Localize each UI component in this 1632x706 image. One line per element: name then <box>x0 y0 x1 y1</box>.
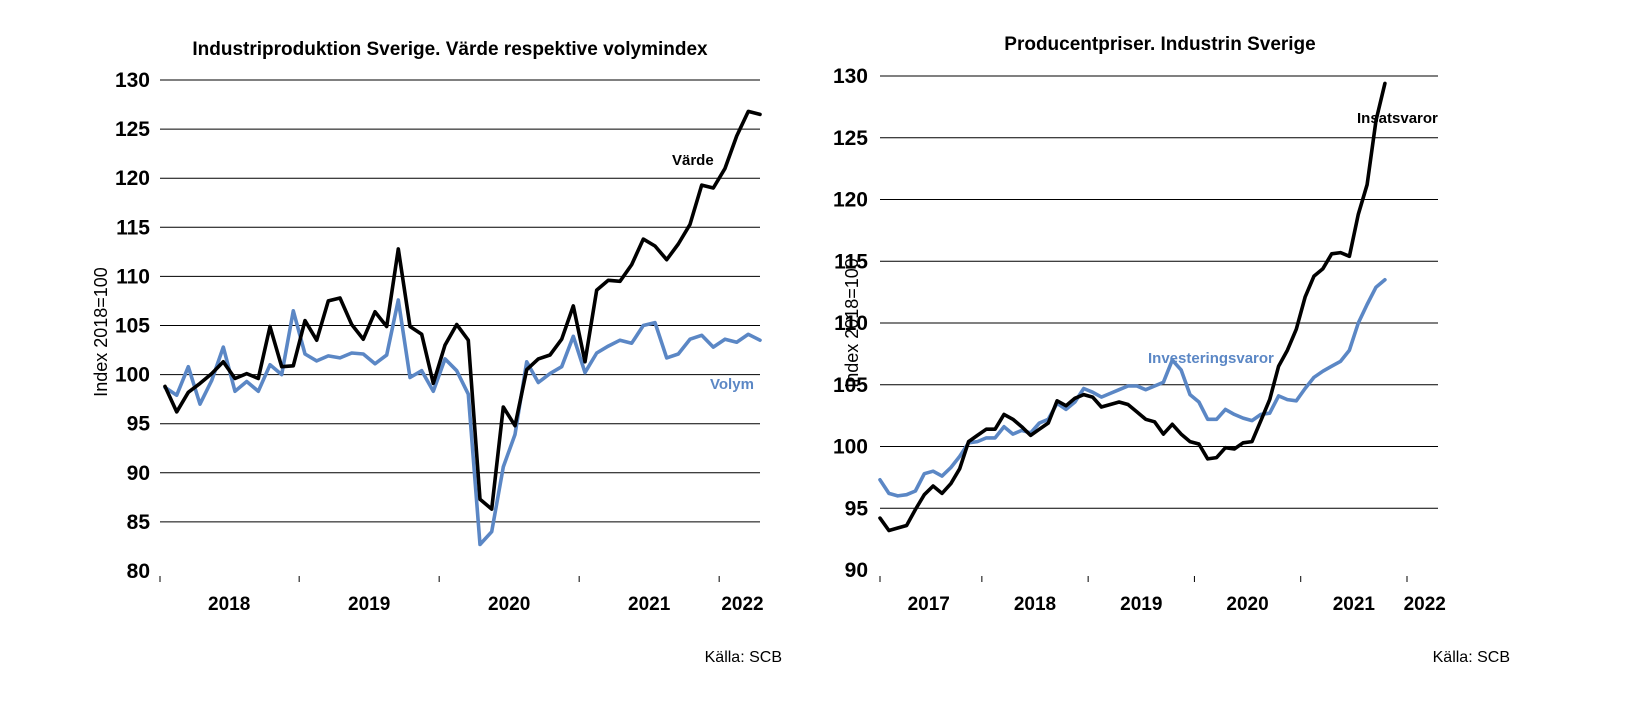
y-tick-label: 125 <box>115 118 150 141</box>
y-tick-label: 95 <box>845 497 869 520</box>
series-label-volym: Volym <box>710 376 754 393</box>
y-tick-label: 100 <box>115 364 150 387</box>
y-tick-label: 95 <box>127 413 151 436</box>
x-tick-labels: 2018 2019 2020 2021 2022 <box>208 594 764 615</box>
y-tick-label: 110 <box>116 265 150 288</box>
x-tick-labels: 2017 2018 2019 2020 2021 2022 <box>908 594 1446 615</box>
x-tick-label: 2021 <box>1333 594 1376 615</box>
x-tick-label: 2022 <box>1404 594 1446 615</box>
x-tick-label: 2018 <box>1014 594 1056 615</box>
x-tick-label: 2018 <box>208 594 250 615</box>
y-tick-labels: 90 95 100 105 110 115 120 125 130 <box>833 65 868 582</box>
y-tick-label: 110 <box>834 312 868 335</box>
y-tick-labels: 80 85 90 95 100 105 110 115 120 125 130 <box>115 69 150 583</box>
source-note: Källa: SCB <box>1433 649 1510 666</box>
y-tick-label: 90 <box>127 462 150 485</box>
series-lines <box>878 81 1387 533</box>
chart-industriproduktion: Industriproduktion Sverige. Värde respek… <box>91 39 782 666</box>
y-tick-label: 125 <box>833 127 868 150</box>
y-tick-label: 100 <box>833 436 868 459</box>
y-tick-label: 130 <box>833 65 868 88</box>
chart-producentpriser: Producentpriser. Industrin Sverige Index… <box>833 34 1510 666</box>
x-tick-label: 2022 <box>721 594 763 615</box>
x-tick-label: 2017 <box>908 594 950 615</box>
y-tick-label: 85 <box>127 511 151 534</box>
y-tick-label: 90 <box>845 559 868 582</box>
x-axis <box>879 576 1408 582</box>
gridlines <box>160 79 760 523</box>
y-tick-label: 115 <box>834 250 868 273</box>
series-label-insatsvaror: Insatsvaror <box>1357 110 1438 127</box>
y-tick-label: 80 <box>127 560 150 583</box>
chart-title: Producentpriser. Industrin Sverige <box>1004 34 1315 55</box>
x-tick-label: 2020 <box>488 594 530 615</box>
y-tick-label: 105 <box>833 374 868 397</box>
x-tick-label: 2020 <box>1226 594 1268 615</box>
series-label-varde: Värde <box>672 152 714 169</box>
chart-title: Industriproduktion Sverige. Värde respek… <box>192 39 708 60</box>
y-tick-label: 105 <box>115 315 150 338</box>
series-line-insatsvaror <box>878 81 1387 533</box>
y-tick-label: 120 <box>115 167 150 190</box>
x-tick-label: 2021 <box>628 594 671 615</box>
x-tick-label: 2019 <box>348 594 390 615</box>
y-tick-label: 130 <box>115 69 150 92</box>
gridlines <box>880 75 1438 509</box>
y-axis-label: Index 2018=100 <box>842 258 862 388</box>
series-line-varde <box>163 109 762 511</box>
y-tick-label: 120 <box>833 189 868 212</box>
series-label-investeringsvaror: Investeringsvaror <box>1148 350 1274 367</box>
source-note: Källa: SCB <box>705 649 782 666</box>
y-tick-label: 115 <box>116 216 150 239</box>
x-axis <box>159 576 720 582</box>
series-line-investeringsvaror <box>878 277 1387 498</box>
series-lines <box>163 109 762 547</box>
x-tick-label: 2019 <box>1120 594 1162 615</box>
y-axis-label: Index 2018=100 <box>91 267 111 397</box>
series-line-volym <box>163 298 762 547</box>
